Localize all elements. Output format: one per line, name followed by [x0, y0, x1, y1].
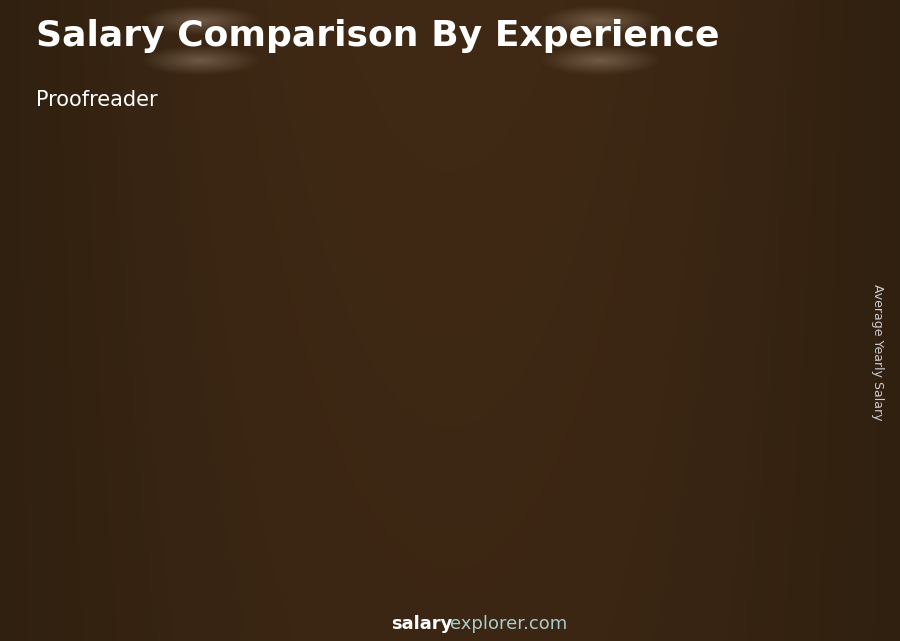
Bar [73, 481, 138, 577]
Text: Proofreader: Proofreader [36, 90, 158, 110]
Bar [701, 329, 767, 577]
Polygon shape [390, 397, 398, 577]
Polygon shape [324, 397, 398, 401]
Polygon shape [450, 362, 524, 365]
Text: Average Yearly Salary: Average Yearly Salary [871, 285, 884, 420]
Text: salary: salary [392, 615, 453, 633]
Polygon shape [641, 344, 650, 577]
Text: 17,000 EUR: 17,000 EUR [56, 458, 163, 476]
Bar [198, 451, 264, 577]
Bar [575, 347, 641, 577]
Bar [785, 26, 819, 99]
Polygon shape [515, 362, 524, 577]
Text: 40,500 EUR: 40,500 EUR [559, 322, 666, 340]
Polygon shape [73, 479, 147, 481]
Text: 43,800 EUR: 43,800 EUR [684, 303, 792, 321]
Polygon shape [701, 324, 775, 329]
Bar [716, 26, 750, 99]
Text: +9%: +9% [518, 272, 581, 296]
Polygon shape [575, 344, 650, 347]
Polygon shape [138, 479, 147, 577]
Text: Salary Comparison By Experience: Salary Comparison By Experience [36, 19, 719, 53]
Bar [750, 26, 785, 99]
Text: +8%: +8% [644, 258, 706, 282]
Polygon shape [264, 449, 273, 577]
Text: +20%: +20% [383, 281, 464, 304]
Text: explorer.com: explorer.com [450, 615, 567, 633]
Polygon shape [767, 324, 775, 577]
Text: +40%: +40% [257, 301, 338, 326]
Bar [324, 401, 390, 577]
Bar [450, 365, 515, 577]
Text: 37,300 EUR: 37,300 EUR [433, 341, 541, 359]
Text: 22,200 EUR: 22,200 EUR [182, 428, 289, 446]
Polygon shape [198, 449, 273, 451]
Text: +31%: +31% [132, 368, 212, 392]
Text: 31,100 EUR: 31,100 EUR [307, 376, 415, 395]
